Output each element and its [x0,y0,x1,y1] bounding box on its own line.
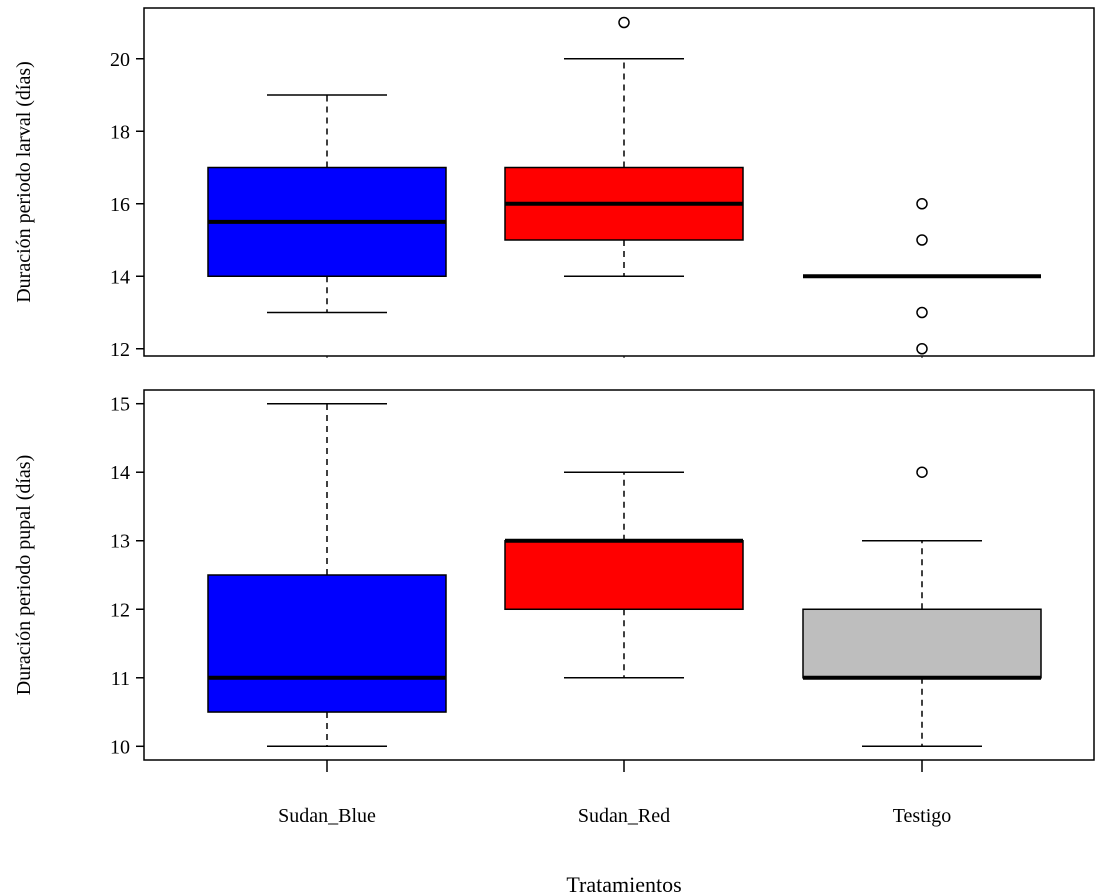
plot-frame [143,389,1095,761]
box-body [207,574,447,713]
y-tick-label: 10 [110,736,130,758]
outlier-point [618,16,630,29]
outlier-point [916,343,928,355]
y-tick-label: 18 [110,121,130,143]
pupal-panel: 10 11 12 13 14 15 Duración periodo pupal (días… [13,389,1095,761]
y-axis-label: Duración periodo larval (días) [13,61,35,303]
box-sudan-red [504,16,744,277]
x-tick-label: Testigo [893,805,952,827]
y-tick-label: 16 [110,194,130,216]
y-tick-label: 14 [110,266,130,288]
y-tick-label: 13 [110,531,130,553]
y-tick-label: 12 [110,599,130,621]
x-axis: Sudan_Blue Sudan_Red Testigo [278,760,951,827]
box-sudan-blue [207,94,447,314]
outlier-point [916,466,928,478]
box-body [802,608,1042,679]
y-axis-label: Duración periodo pupal (días) [13,455,35,695]
outlier-point [916,234,928,246]
x-tick-label: Sudan_Blue [278,805,376,827]
box-testigo [802,466,1042,748]
x-axis-label: Tratamientos [566,872,681,896]
outlier-point [916,198,928,210]
box-sudan-blue [207,402,447,748]
x-tick-label: Sudan_Red [578,805,670,827]
outlier-point [916,306,928,319]
y-tick-label: 12 [110,339,130,361]
y-tick-label: 15 [110,394,130,416]
box-body [504,539,744,611]
box-testigo [803,198,1041,355]
larval-panel: 12 14 16 18 20 Duración periodo larval (días) [13,7,1095,361]
y-tick-label: 11 [111,668,130,690]
box-sudan-red [504,471,744,679]
y-tick-label: 14 [110,462,130,484]
y-tick-label: 20 [110,49,130,71]
plot-frame [143,7,1095,357]
